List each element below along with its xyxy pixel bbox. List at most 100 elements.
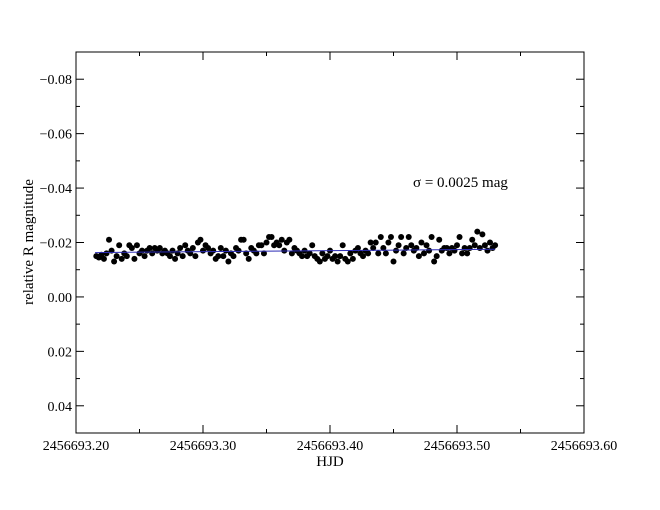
- y-tick-label: 0.00: [48, 291, 73, 306]
- data-point: [395, 242, 402, 249]
- data-point: [263, 239, 270, 246]
- data-point: [111, 258, 118, 265]
- data-point: [408, 242, 415, 249]
- data-point: [370, 244, 377, 251]
- x-tick-label: 2456693.50: [424, 439, 491, 454]
- data-point: [337, 253, 344, 260]
- data-point: [469, 236, 476, 243]
- x-tick-label: 2456693.60: [551, 439, 618, 454]
- sigma-annotation: σ = 0.0025 mag: [413, 175, 508, 191]
- data-point: [405, 234, 412, 241]
- data-point: [169, 247, 176, 254]
- data-point: [306, 250, 313, 257]
- data-point: [487, 239, 494, 246]
- data-point: [324, 253, 331, 260]
- data-point: [344, 258, 351, 265]
- y-tick-label: −0.06: [40, 128, 72, 143]
- data-point: [309, 242, 316, 249]
- data-point: [398, 234, 405, 241]
- data-point: [200, 247, 206, 254]
- data-point: [177, 244, 184, 251]
- data-point: [459, 250, 466, 257]
- data-point: [245, 255, 252, 262]
- data-point: [166, 253, 173, 260]
- y-tick-label: −0.04: [40, 182, 72, 197]
- data-point: [179, 253, 186, 260]
- data-point: [492, 242, 499, 249]
- data-point: [276, 242, 283, 249]
- data-point: [415, 253, 422, 260]
- data-point: [418, 239, 425, 246]
- data-point: [360, 253, 367, 260]
- data-point: [235, 247, 242, 254]
- data-point: [215, 253, 222, 260]
- data-point: [476, 244, 483, 251]
- data-point: [131, 255, 138, 262]
- data-point: [141, 253, 148, 260]
- data-point: [205, 244, 212, 251]
- data-point: [464, 250, 471, 257]
- data-point: [240, 236, 247, 243]
- data-point: [446, 250, 453, 257]
- data-point: [382, 250, 389, 257]
- data-point: [118, 255, 125, 262]
- data-point: [484, 247, 491, 254]
- y-axis-label: relative R magnitude: [21, 179, 37, 305]
- data-point: [123, 253, 130, 260]
- data-point: [393, 247, 400, 254]
- data-point: [451, 247, 458, 254]
- data-point: [217, 244, 224, 251]
- data-point: [319, 250, 326, 257]
- data-point: [400, 250, 407, 257]
- data-point: [286, 236, 293, 243]
- data-point: [116, 242, 123, 249]
- data-point: [377, 234, 384, 241]
- data-point: [481, 242, 488, 249]
- x-tick-label: 2456693.30: [170, 439, 237, 454]
- y-tick-label: −0.08: [40, 73, 72, 88]
- data-point: [197, 236, 204, 243]
- data-point: [220, 253, 227, 260]
- data-point: [334, 258, 341, 265]
- data-point: [149, 250, 156, 257]
- data-point: [268, 234, 275, 241]
- data-point: [253, 250, 260, 257]
- data-point: [299, 253, 306, 260]
- data-point: [433, 253, 440, 260]
- data-point: [436, 236, 443, 243]
- data-point: [230, 253, 237, 260]
- data-point: [367, 239, 374, 246]
- data-point: [431, 258, 438, 265]
- data-point: [420, 250, 427, 257]
- data-point: [278, 236, 285, 243]
- data-point: [225, 258, 232, 265]
- data-point: [380, 244, 387, 251]
- y-tick-label: 0.02: [48, 345, 73, 360]
- fit-line: [95, 248, 496, 254]
- data-point: [172, 255, 179, 262]
- data-point: [339, 242, 346, 249]
- data-point: [354, 244, 361, 251]
- data-point: [133, 242, 140, 249]
- data-point: [426, 247, 433, 254]
- data-points: [93, 228, 499, 265]
- data-point: [106, 236, 113, 243]
- data-point: [365, 250, 372, 257]
- x-tick-label: 2456693.40: [297, 439, 364, 454]
- plot-frame: [75, 51, 585, 434]
- data-point: [375, 250, 382, 257]
- x-axis-ticks: 2456693.20 2456693.30 2456693.40 2456693.50…: [43, 52, 618, 454]
- data-point: [403, 244, 410, 251]
- data-point: [454, 242, 460, 249]
- data-point: [332, 253, 339, 260]
- data-point: [243, 250, 250, 257]
- x-tick-label: 2456693.20: [43, 439, 110, 454]
- data-point: [113, 253, 120, 260]
- x-axis-label: HJD: [316, 454, 344, 470]
- data-point: [471, 242, 478, 249]
- data-point: [288, 250, 295, 257]
- data-point: [258, 242, 265, 249]
- data-point: [423, 242, 430, 249]
- y-tick-label: −0.02: [40, 237, 72, 252]
